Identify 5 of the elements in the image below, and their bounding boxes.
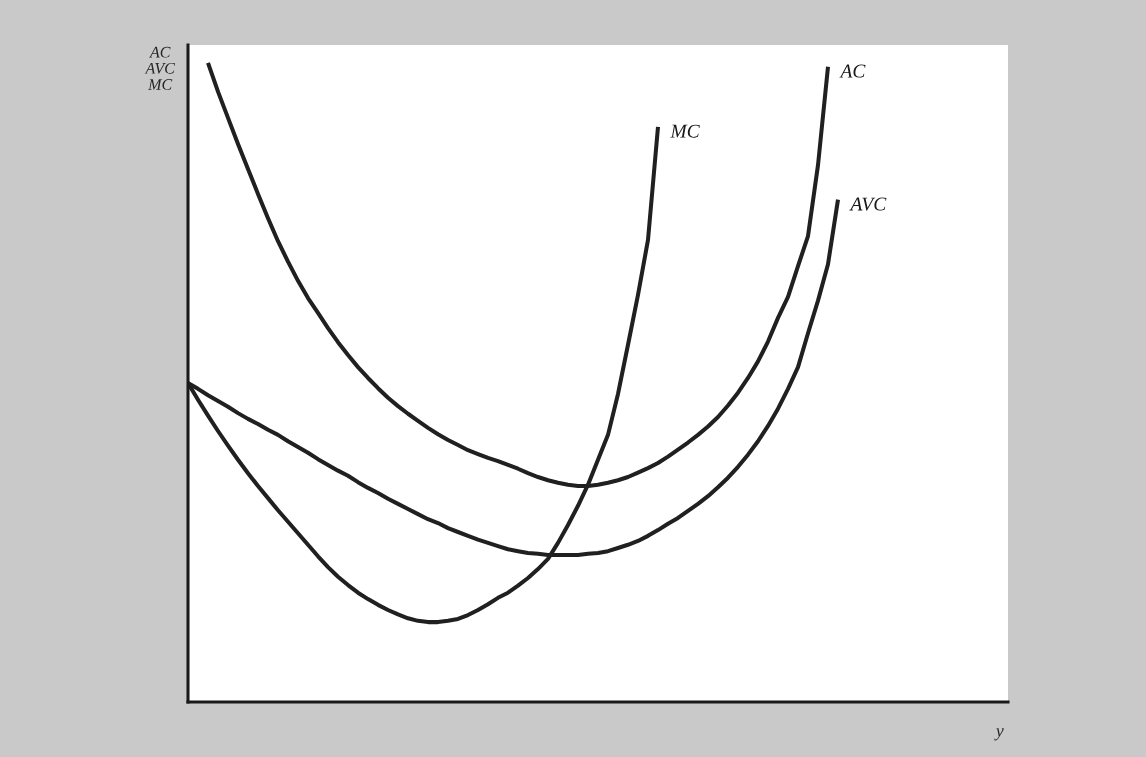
series-label: MC — [670, 124, 700, 138]
series-label: AVC — [849, 197, 887, 211]
x-axis-title: y — [994, 728, 1004, 741]
y-axis-title: AC AVC MC — [144, 46, 176, 90]
series-label: AC — [839, 64, 866, 78]
